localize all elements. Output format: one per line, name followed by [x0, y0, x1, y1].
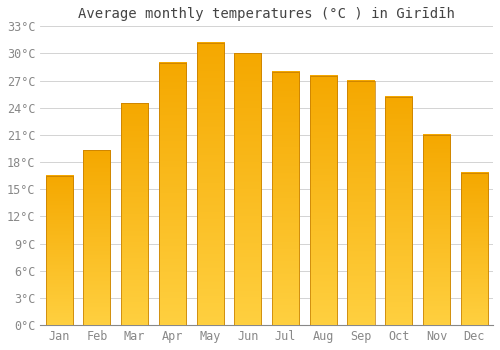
Bar: [84, 150, 110, 325]
Bar: [46, 176, 73, 325]
Bar: [310, 76, 337, 325]
Bar: [385, 97, 412, 325]
Bar: [159, 63, 186, 325]
Bar: [121, 103, 148, 325]
Title: Average monthly temperatures (°C ) in Girīdīh: Average monthly temperatures (°C ) in Gi…: [78, 7, 455, 21]
Bar: [460, 173, 488, 325]
Bar: [196, 43, 224, 325]
Bar: [234, 54, 262, 325]
Bar: [423, 135, 450, 325]
Bar: [348, 80, 374, 325]
Bar: [272, 71, 299, 325]
